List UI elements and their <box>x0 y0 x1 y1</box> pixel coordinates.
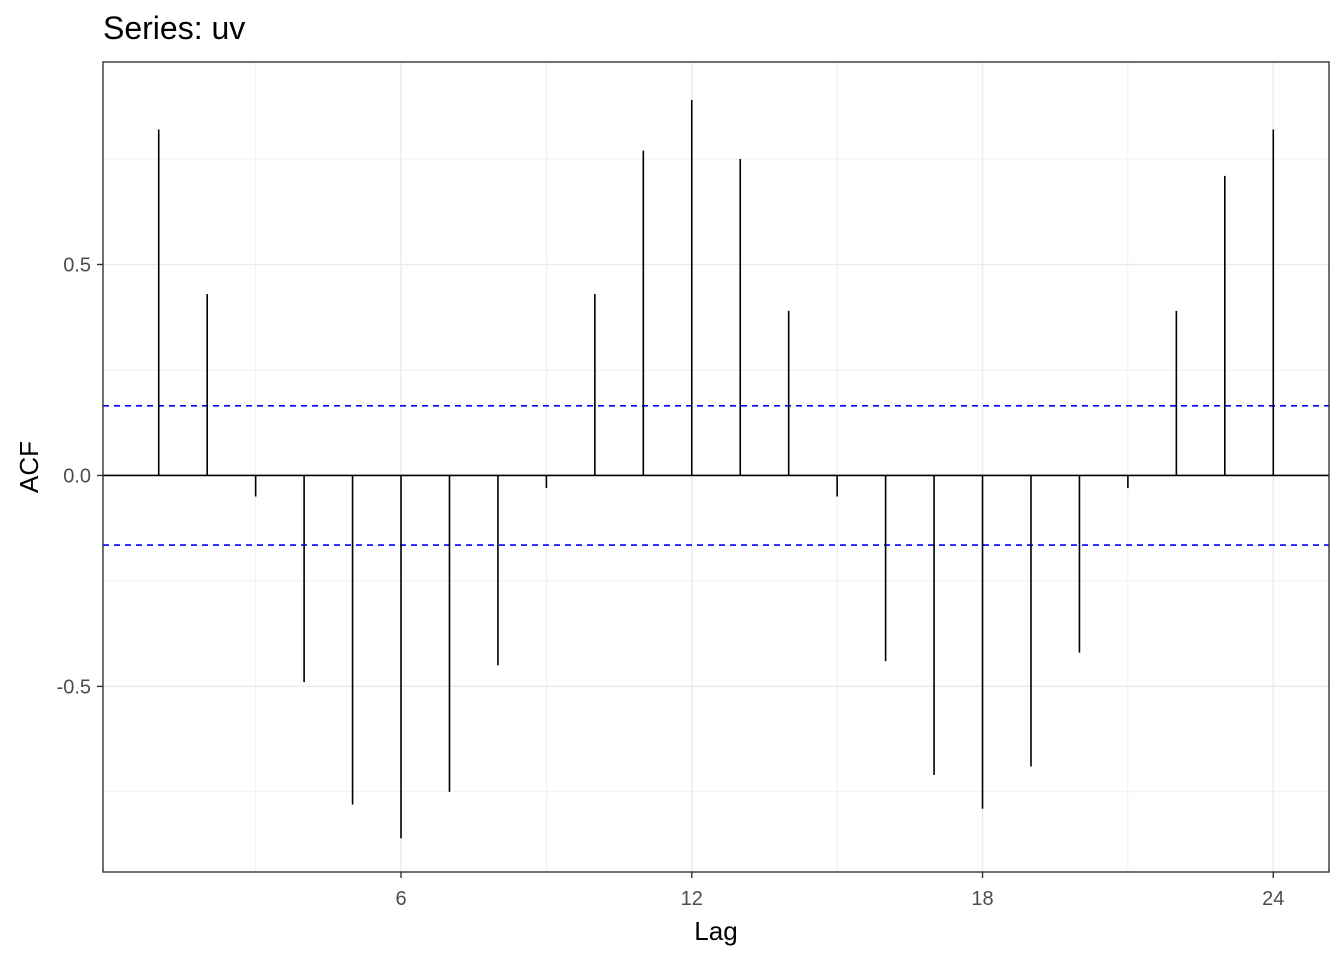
y-tick-label: -0.5 <box>57 676 91 698</box>
major-gridlines <box>103 62 1329 872</box>
x-tick-label: 12 <box>681 888 703 910</box>
minor-gridlines <box>103 62 1329 872</box>
acf-bars <box>157 99 1275 839</box>
x-tick-label: 18 <box>971 888 993 910</box>
y-axis-title: ACF <box>14 441 44 493</box>
y-tick-label: 0.0 <box>63 465 91 487</box>
chart-title: Series: uv <box>103 10 246 46</box>
x-axis-title: Lag <box>694 916 737 946</box>
panel-border <box>102 61 1330 873</box>
x-tick-label: 24 <box>1262 888 1284 910</box>
x-axis-ticks: 6 12 18 24 <box>395 872 1284 910</box>
y-tick-label: 0.5 <box>63 255 91 277</box>
y-axis-ticks: -0.5 0.0 0.5 <box>57 255 103 698</box>
x-tick-label: 6 <box>395 888 406 910</box>
